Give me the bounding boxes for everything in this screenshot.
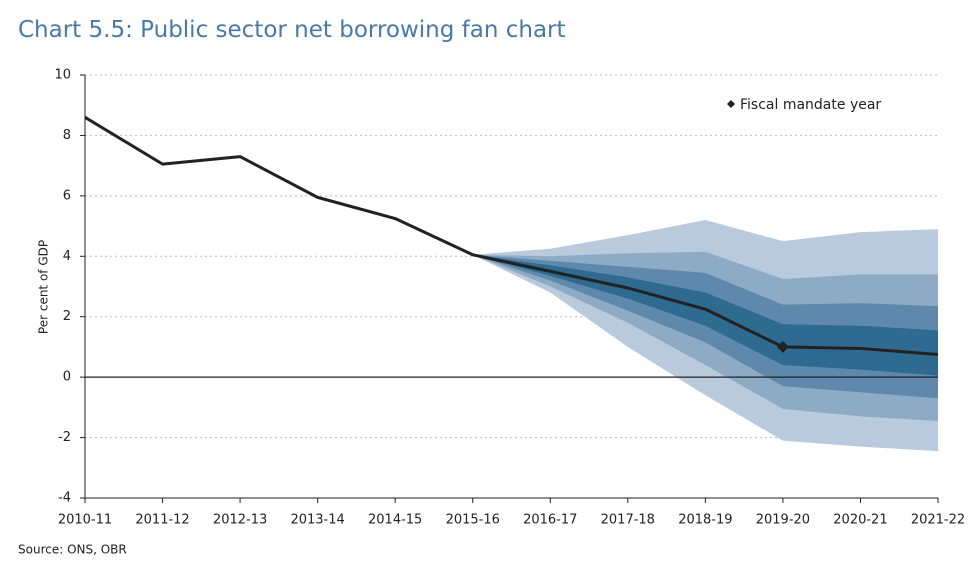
legend-label: Fiscal mandate year (740, 97, 881, 113)
x-tick-label: 2015-16 (446, 513, 500, 528)
x-tick-label: 2019-20 (756, 513, 810, 528)
y-tick-label: 0 (63, 370, 71, 385)
central-line (84, 116, 939, 356)
x-tick-label: 2014-15 (368, 513, 422, 528)
y-axis-label: Per cent of GDP (37, 240, 51, 334)
x-tick-label: 2012-13 (213, 513, 267, 528)
y-tick-label: 2 (63, 309, 71, 324)
y-tick-label: -4 (58, 491, 71, 506)
x-tick-label: 2018-19 (678, 513, 732, 528)
x-tick-label: 2017-18 (601, 513, 655, 528)
x-tick-label: 2011-12 (135, 513, 189, 528)
y-tick-label: 4 (63, 249, 71, 264)
x-tick-label: 2013-14 (290, 513, 344, 528)
fan-band (472, 254, 938, 376)
chart-title: Chart 5.5: Public sector net borrowing f… (18, 17, 566, 43)
mandate-marker (776, 340, 789, 353)
y-tick-label: -2 (58, 430, 71, 445)
x-tick-label: 2010-11 (58, 513, 112, 528)
x-tick-label: 2021-22 (911, 513, 965, 528)
source: Source: ONS, OBR (18, 543, 127, 557)
y-tick-label: 10 (54, 68, 71, 83)
y-tick-label: 6 (63, 188, 71, 203)
y-tick-label: 8 (63, 128, 71, 143)
legend-marker (727, 100, 735, 108)
x-tick-label: 2016-17 (523, 513, 577, 528)
x-tick-label: 2020-21 (833, 513, 887, 528)
